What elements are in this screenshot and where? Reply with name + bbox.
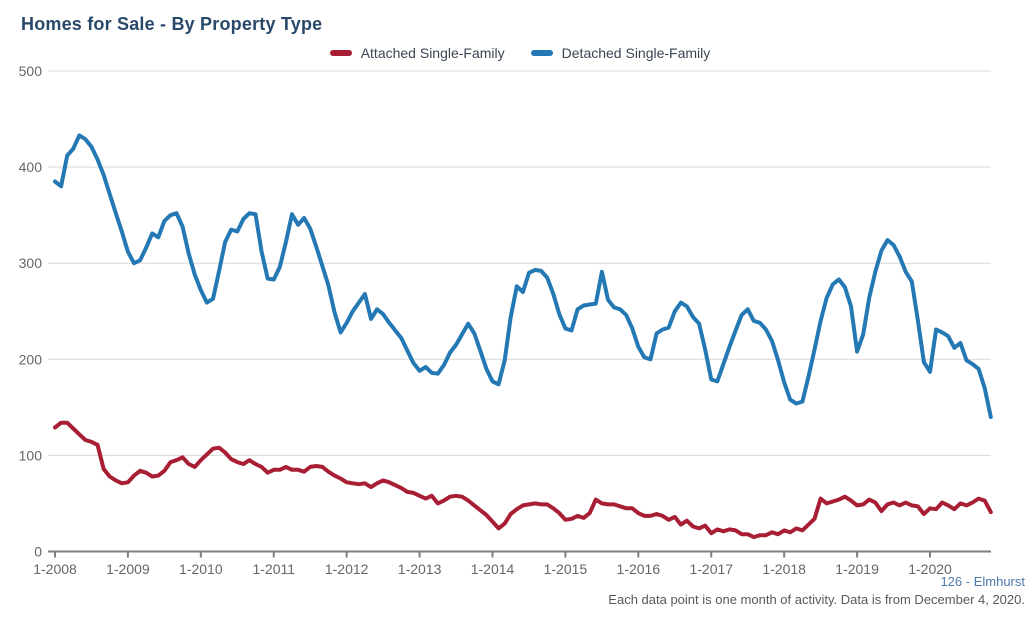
x-tick-label: 1-2018 bbox=[762, 561, 806, 577]
x-tick-label: 1-2008 bbox=[33, 561, 77, 577]
x-tick-label: 1-2016 bbox=[617, 561, 661, 577]
y-tick-label: 400 bbox=[19, 159, 43, 175]
x-tick-label: 1-2009 bbox=[106, 561, 150, 577]
chart-title: Homes for Sale - By Property Type bbox=[21, 14, 323, 34]
legend-item-detached-single-family[interactable]: Detached Single-Family bbox=[530, 45, 711, 61]
location-link[interactable]: 126 - Elmhurst bbox=[940, 574, 1025, 589]
legend-swatch-icon bbox=[530, 50, 553, 56]
x-tick-label: 1-2020 bbox=[908, 561, 952, 577]
x-tick-label: 1-2014 bbox=[471, 561, 515, 577]
legend-swatch-icon bbox=[329, 50, 352, 56]
x-tick-label: 1-2010 bbox=[179, 561, 223, 577]
x-tick-label: 1-2017 bbox=[689, 561, 733, 577]
legend-label: Attached Single-Family bbox=[360, 45, 505, 61]
legend-label: Detached Single-Family bbox=[561, 45, 711, 61]
y-tick-label: 200 bbox=[19, 351, 43, 367]
x-tick-label: 1-2011 bbox=[252, 561, 295, 577]
x-tick-label: 1-2015 bbox=[544, 561, 588, 577]
x-tick-label: 1-2012 bbox=[325, 561, 369, 577]
legend-item-attached-single-family[interactable]: Attached Single-Family bbox=[329, 45, 505, 61]
series-line-attached-single-family bbox=[53, 420, 993, 540]
x-tick-label: 1-2013 bbox=[398, 561, 442, 577]
series-line-detached-single-family bbox=[53, 133, 993, 419]
data-note: Each data point is one month of activity… bbox=[608, 592, 1025, 607]
y-tick-label: 300 bbox=[19, 255, 43, 271]
chart-legend: Attached Single-Family Detached Single-Fa… bbox=[48, 44, 992, 62]
y-tick-label: 100 bbox=[19, 447, 43, 463]
y-tick-label: 500 bbox=[19, 63, 43, 79]
x-tick-label: 1-2019 bbox=[835, 561, 879, 577]
y-tick-label: 0 bbox=[34, 544, 42, 560]
